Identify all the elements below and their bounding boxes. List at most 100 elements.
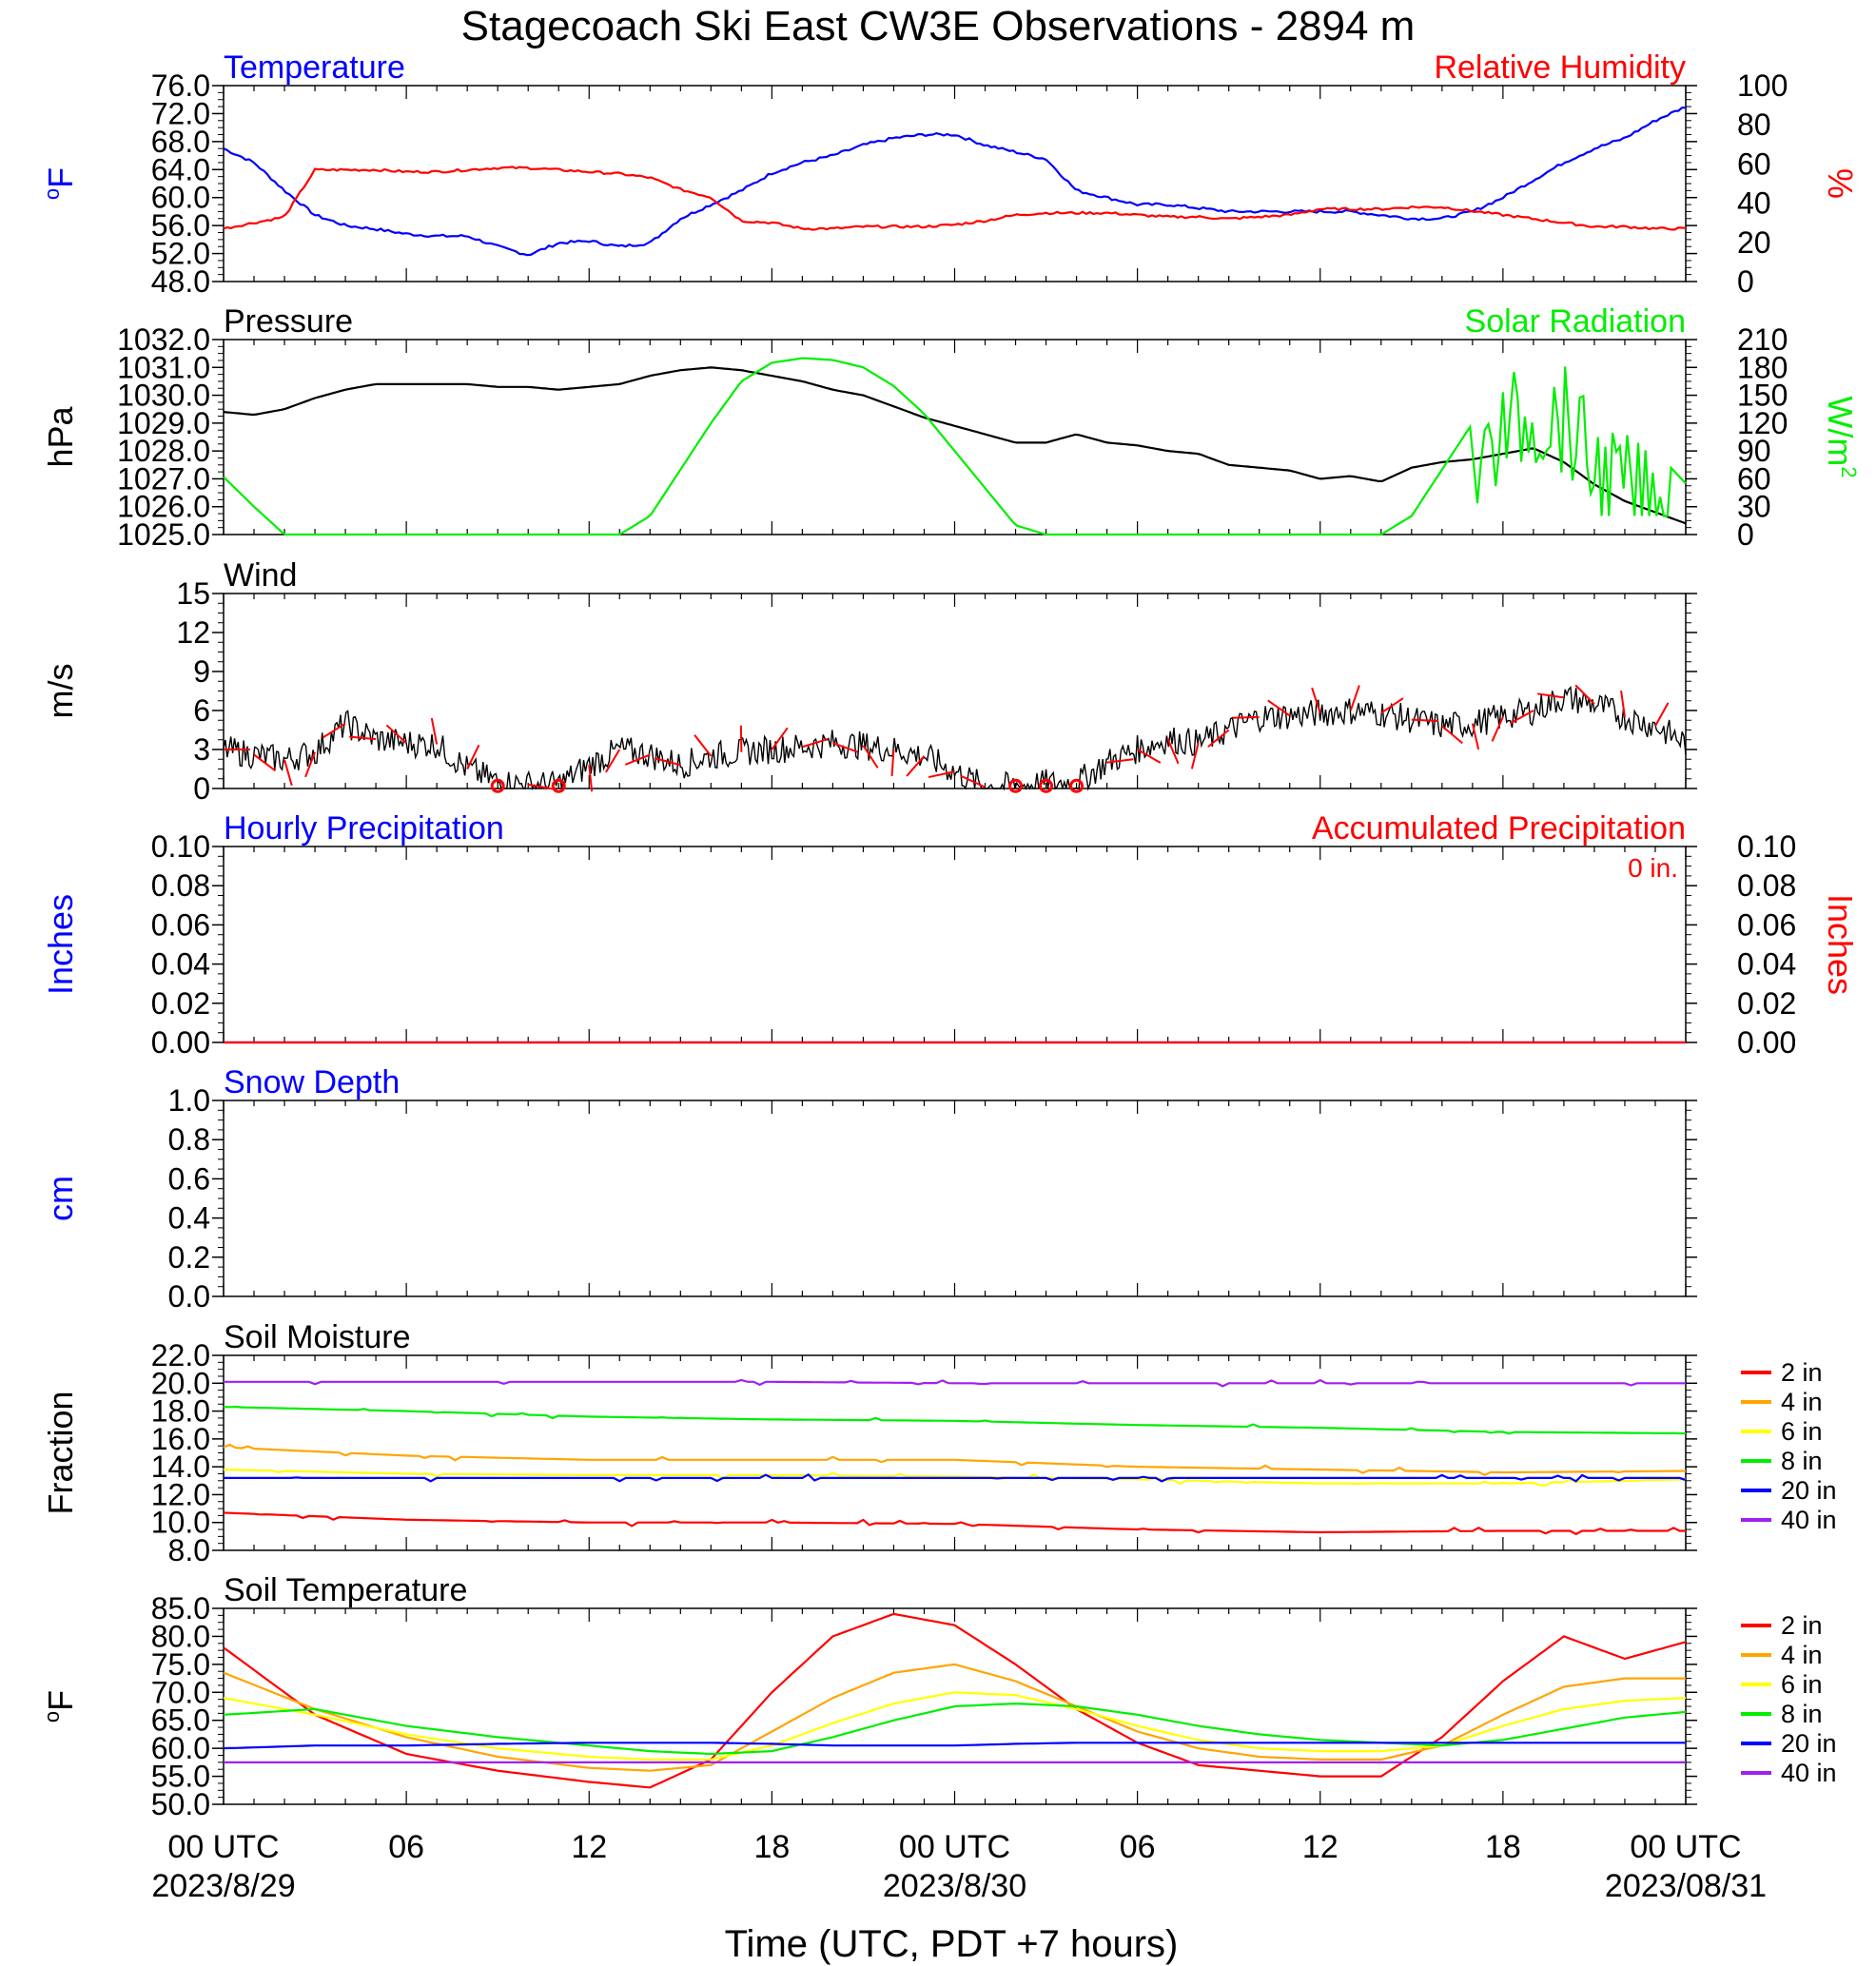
wind-barb (430, 717, 439, 745)
y2-tick-label: 210 (1737, 322, 1788, 357)
y-tick-label: 1032.0 (117, 322, 210, 357)
series-line-temperature (223, 107, 1686, 257)
y-axis-label: oF (40, 167, 80, 200)
y-tick-label: 65.0 (151, 1703, 210, 1738)
wind-barb (862, 745, 879, 769)
wind-barb (1166, 738, 1180, 765)
precipitation-panel: 0.10 0.08 0.06 0.04 0.02 0.00 0.10 0.08 0.06 0.04… (41, 810, 1860, 1060)
wind-barb (906, 755, 926, 777)
y2-axis-label: % (1821, 168, 1860, 199)
y-tick-label: 0.06 (151, 907, 210, 942)
y-tick-label: 8.0 (168, 1533, 210, 1567)
wind-barb (1137, 749, 1162, 764)
y2-tick-label: 90 (1737, 434, 1771, 468)
wind-barb (655, 757, 681, 767)
y-tick-label: 48.0 (151, 264, 210, 299)
panel-title: Pressure (224, 303, 353, 340)
y2-tick-label: 80 (1737, 107, 1771, 142)
wind-barb (832, 742, 859, 753)
series-line-2-in (223, 1612, 1687, 1789)
wind-barb (1267, 699, 1291, 717)
y-tick-label: 18.0 (151, 1394, 210, 1429)
y2-tick-label: 0 (1737, 264, 1754, 299)
panel-frame (223, 339, 1687, 535)
y-tick-label: 0.02 (151, 986, 210, 1021)
legend-label: 40 in (1781, 1506, 1837, 1534)
wind-barb (253, 753, 276, 772)
wind-barb (928, 770, 955, 779)
series-line-6-in (223, 1469, 1687, 1487)
series-line-20-in (223, 1742, 1686, 1750)
wind-barb (1441, 725, 1463, 745)
y2-tick-label: 20 (1737, 225, 1771, 260)
y-tick-label: 14.0 (151, 1450, 210, 1484)
y-tick-label: 85.0 (151, 1591, 210, 1625)
y2-tick-label: 180 (1737, 350, 1788, 384)
panel-title-right: Accumulated Precipitation (1312, 810, 1686, 847)
panel-title: Snow Depth (224, 1064, 400, 1100)
legend-label: 4 in (1781, 1641, 1823, 1669)
y2-tick-label: 150 (1737, 379, 1788, 413)
y2-tick-label: 0.00 (1737, 1025, 1796, 1060)
series-line-4-in (223, 1443, 1687, 1477)
wind-barb (1106, 758, 1134, 764)
wind-panel: 15 12 9 6 3 0 Wind m/s (41, 557, 1697, 806)
wind-barb (604, 749, 621, 773)
series-line-4-in (223, 1663, 1686, 1772)
x-tick-date: 2023/08/31 (1605, 1868, 1767, 1904)
y-tick-label: 0 (193, 771, 210, 806)
x-tick-label: 12 (1302, 1829, 1339, 1865)
wind-barb (890, 749, 895, 777)
y2-tick-label: 0.02 (1737, 986, 1796, 1021)
y-tick-label: 6 (193, 693, 210, 728)
series-line-8-in (223, 1702, 1687, 1756)
y2-tick-label: 100 (1737, 68, 1788, 103)
panel-frame (223, 593, 1687, 789)
y-tick-label: 0.00 (151, 1025, 210, 1060)
y-tick-label: 9 (193, 654, 210, 689)
y-tick-label: 75.0 (151, 1647, 210, 1682)
wind-barb (1311, 687, 1321, 714)
wind-barb (1537, 692, 1565, 699)
legend-label: 20 in (1781, 1729, 1837, 1758)
legend-label: 2 in (1781, 1358, 1823, 1387)
y-tick-label: 72.0 (151, 96, 210, 130)
y2-tick-label: 0.06 (1737, 907, 1796, 942)
x-tick-label: 18 (753, 1829, 790, 1865)
y-tick-label: 55.0 (151, 1760, 210, 1794)
series-line-40-in (224, 1378, 1686, 1388)
series-line-2-in (223, 1511, 1686, 1536)
x-tick-label: 18 (1485, 1829, 1521, 1865)
panel-frame (223, 846, 1687, 1043)
wind-barb (960, 774, 986, 788)
y-tick-label: 0.2 (168, 1240, 210, 1275)
wind-barb (802, 738, 829, 749)
x-tick-label: 00 UTC (167, 1829, 279, 1865)
legend-label: 8 in (1781, 1447, 1823, 1475)
wind-barb (385, 724, 407, 744)
y-tick-label: 76.0 (151, 68, 210, 103)
wind-barb (1471, 723, 1480, 750)
y-axis-label: hPa (41, 405, 80, 467)
y-tick-label: 12.0 (151, 1477, 210, 1511)
pressure-panel: 1032.01031.01030.01029.01028.01027.01026… (41, 303, 1861, 552)
y-tick-label: 15 (176, 576, 210, 611)
y2-axis-label: Inches (1821, 894, 1860, 995)
panel-frame (223, 85, 1687, 282)
accumulated-total: 0 in. (1628, 853, 1678, 883)
soil_moisture-panel: 22.020.018.016.014.012.010.08.0 Soil Mois… (41, 1319, 1837, 1567)
y2-tick-label: 0 (1737, 517, 1754, 552)
soil_temperature-panel: 85.080.075.070.065.060.055.050.0 Soil Tem… (40, 1572, 1837, 1821)
wind-barb (694, 734, 713, 757)
wind-barb (624, 753, 651, 766)
panel-title: Wind (224, 557, 297, 594)
y-tick-label: 68.0 (151, 125, 210, 159)
wind-barb (588, 765, 594, 792)
panel-title-right: Relative Humidity (1434, 49, 1686, 86)
wind-barb (1190, 742, 1200, 769)
wind-barb (1232, 715, 1260, 719)
